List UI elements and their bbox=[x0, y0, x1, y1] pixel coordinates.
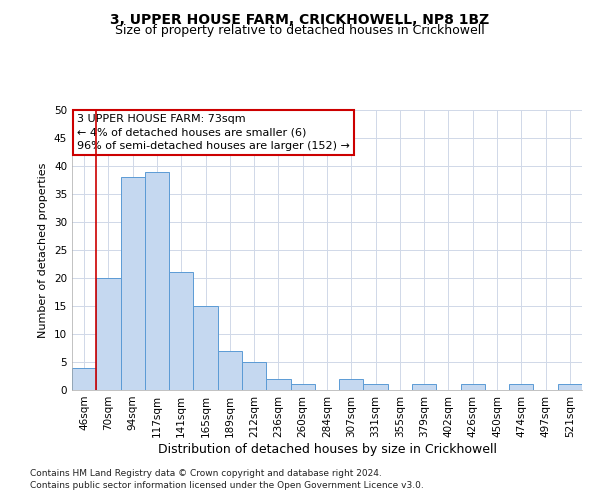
Text: 3, UPPER HOUSE FARM, CRICKHOWELL, NP8 1BZ: 3, UPPER HOUSE FARM, CRICKHOWELL, NP8 1B… bbox=[110, 12, 490, 26]
Text: Size of property relative to detached houses in Crickhowell: Size of property relative to detached ho… bbox=[115, 24, 485, 37]
Bar bbox=[558, 384, 582, 390]
Text: 3 UPPER HOUSE FARM: 73sqm
← 4% of detached houses are smaller (6)
96% of semi-de: 3 UPPER HOUSE FARM: 73sqm ← 4% of detach… bbox=[77, 114, 350, 150]
Bar bbox=[96, 278, 121, 390]
Y-axis label: Number of detached properties: Number of detached properties bbox=[38, 162, 49, 338]
Text: Contains HM Land Registry data © Crown copyright and database right 2024.: Contains HM Land Registry data © Crown c… bbox=[30, 468, 382, 477]
X-axis label: Distribution of detached houses by size in Crickhowell: Distribution of detached houses by size … bbox=[157, 442, 497, 456]
Bar bbox=[461, 384, 485, 390]
Bar bbox=[339, 379, 364, 390]
Bar bbox=[145, 172, 169, 390]
Bar bbox=[412, 384, 436, 390]
Bar bbox=[218, 351, 242, 390]
Bar bbox=[290, 384, 315, 390]
Bar bbox=[72, 368, 96, 390]
Bar bbox=[121, 177, 145, 390]
Bar bbox=[266, 379, 290, 390]
Text: Contains public sector information licensed under the Open Government Licence v3: Contains public sector information licen… bbox=[30, 481, 424, 490]
Bar bbox=[193, 306, 218, 390]
Bar bbox=[242, 362, 266, 390]
Bar bbox=[169, 272, 193, 390]
Bar bbox=[509, 384, 533, 390]
Bar bbox=[364, 384, 388, 390]
